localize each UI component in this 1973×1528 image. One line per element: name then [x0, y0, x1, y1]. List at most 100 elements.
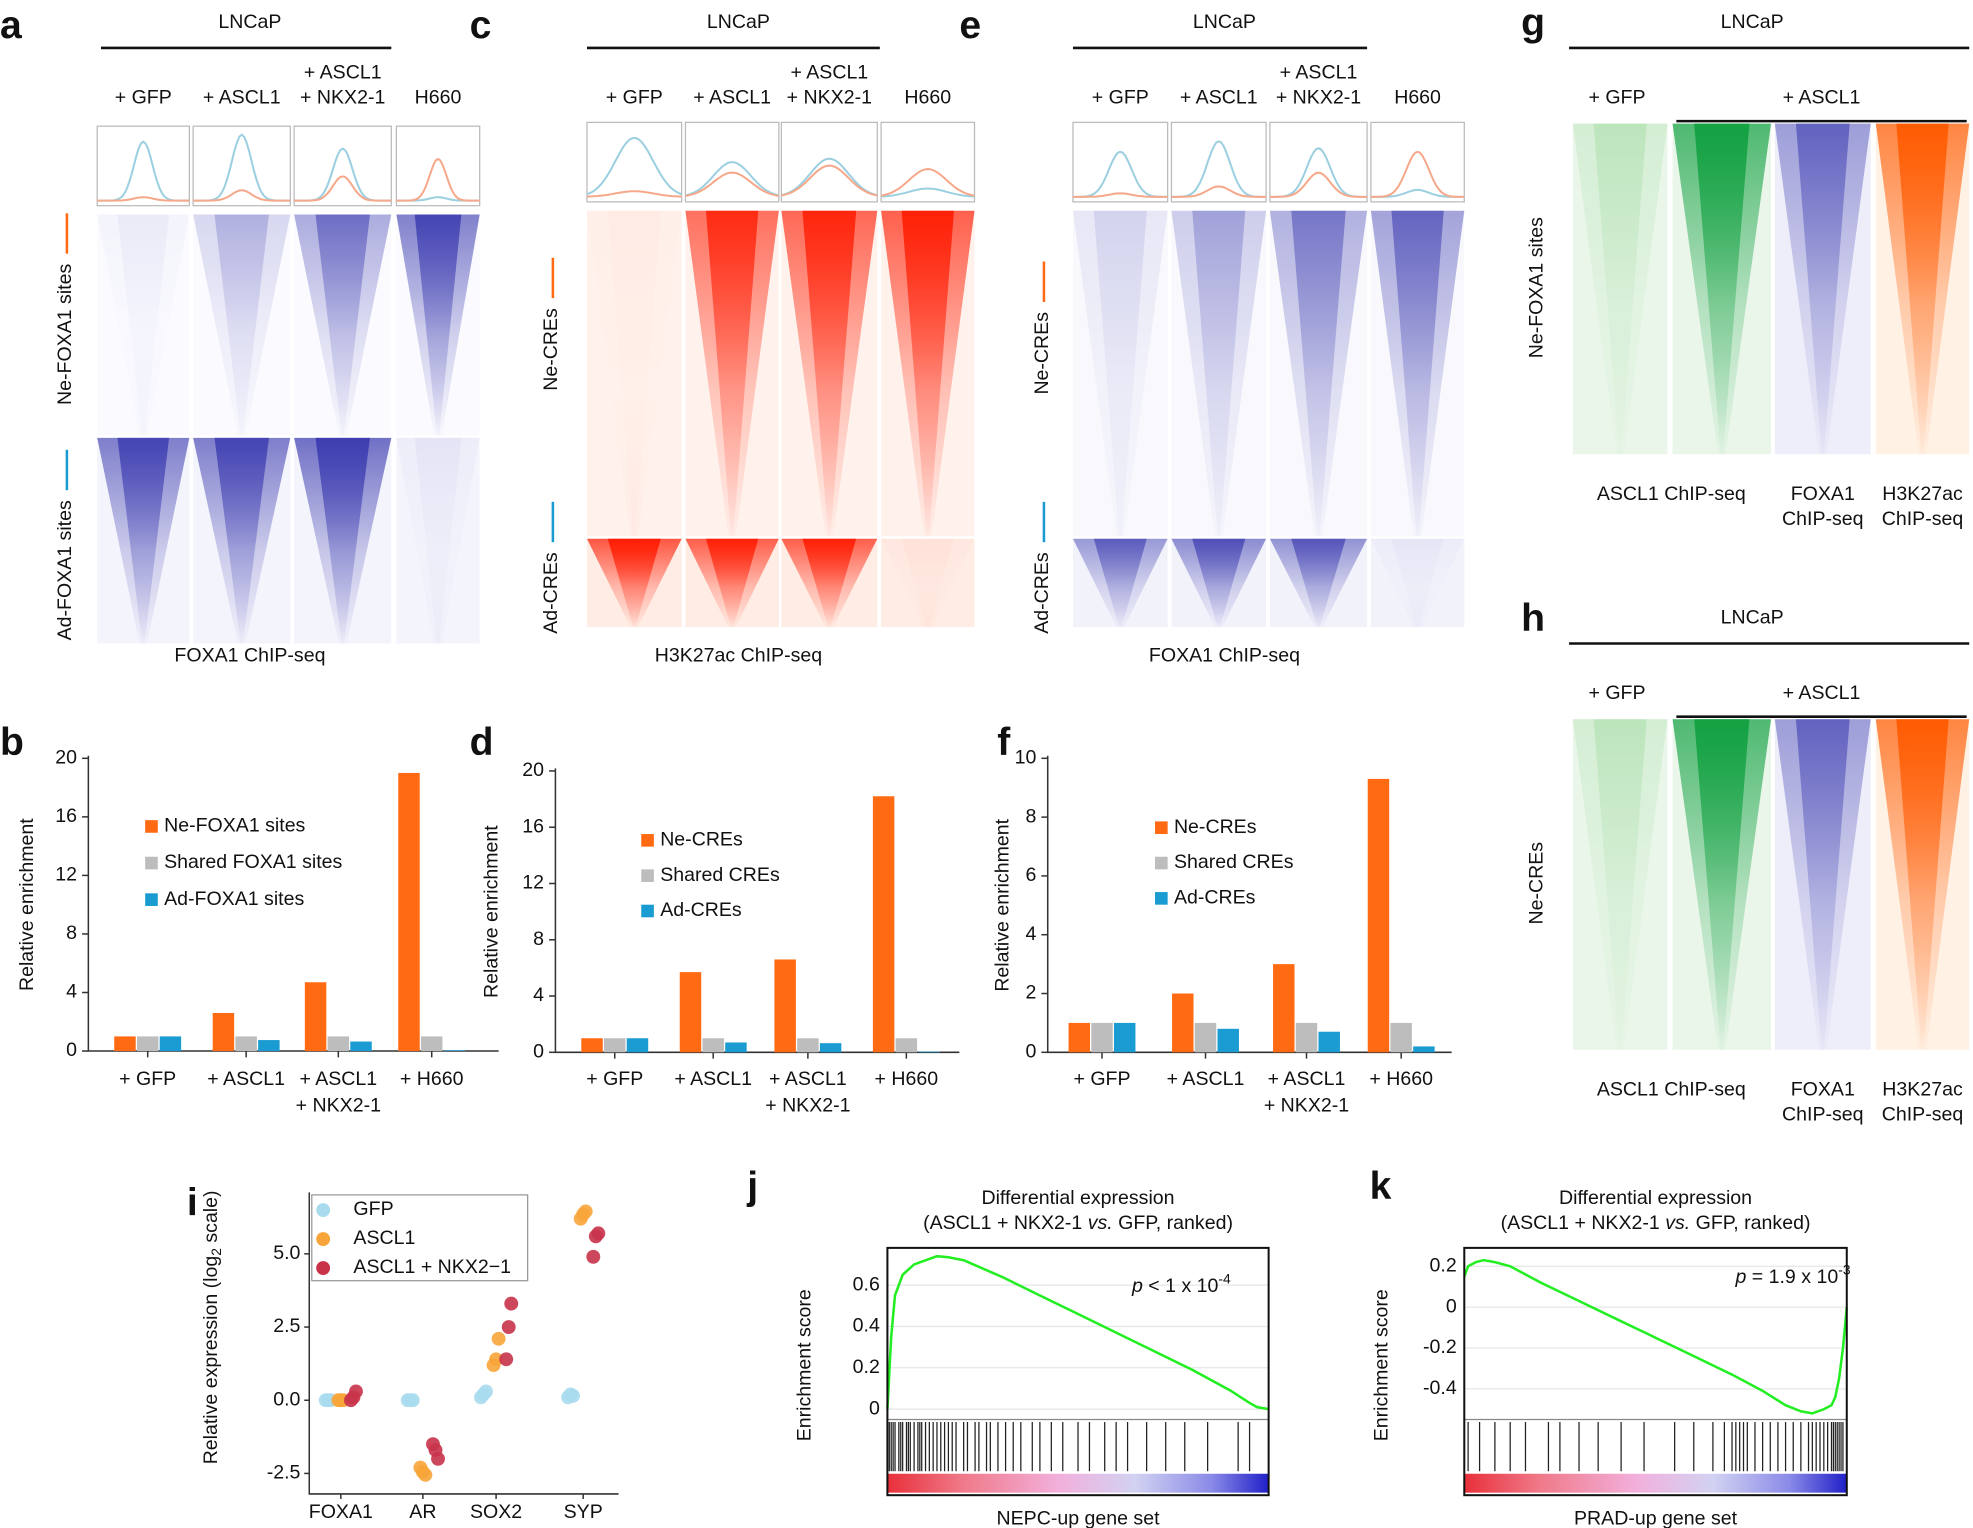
panel-letter: c: [470, 4, 492, 47]
legend-label: Ne-CREs: [1174, 816, 1257, 838]
rank-bar: [887, 1473, 1269, 1493]
column-label: FOXA1: [1791, 1078, 1855, 1100]
profile-line: [1269, 171, 1368, 198]
bar: [1367, 778, 1390, 1053]
profile-box: [96, 125, 190, 207]
y-tick-label: 16: [522, 815, 544, 837]
panel-letter: i: [187, 1181, 198, 1224]
bar: [895, 1038, 918, 1053]
y-tick-label: 8: [66, 922, 77, 944]
profile-line: [880, 168, 975, 197]
cell-line: LNCaP: [707, 11, 770, 33]
heatmap-signal: [802, 538, 857, 628]
legend-marker: [316, 1261, 331, 1276]
y-axis-label-part: scale): [200, 1190, 222, 1248]
profile-line: [294, 175, 392, 202]
heatmap-signal: [1795, 719, 1850, 1050]
annotation-part: p: [1734, 1266, 1746, 1288]
profile-line: [97, 196, 190, 202]
y-tick-label: 6: [1025, 864, 1036, 886]
annotation-part: -4: [1218, 1270, 1231, 1286]
group-label: + ASCL1: [1783, 682, 1861, 704]
x-tick-label: SYP: [564, 1501, 603, 1523]
y-tick-label: 0: [66, 1039, 77, 1061]
profile-box: [1269, 121, 1368, 203]
legend-swatch: [1155, 821, 1168, 835]
column-label: + ASCL1: [304, 61, 382, 83]
heatmap-signal: [214, 214, 269, 436]
profile-box: [1072, 121, 1169, 203]
profile-box: [1370, 121, 1465, 203]
heatmap-signal: [1694, 123, 1750, 455]
bar: [1068, 1022, 1091, 1053]
legend-label: ASCL1 + NKX2−1: [353, 1256, 511, 1278]
bar: [1273, 964, 1295, 1053]
x-tick-label: + NKX2-1: [296, 1095, 381, 1117]
point: [578, 1204, 593, 1219]
heatmap-signal: [901, 210, 954, 537]
x-tick-label: + NKX2-1: [765, 1095, 850, 1117]
column-label: H660: [415, 87, 462, 109]
legend-swatch: [641, 869, 654, 882]
point: [349, 1384, 363, 1399]
bar: [872, 796, 895, 1053]
y-tick-label: 5.0: [273, 1242, 300, 1264]
column-label: + GFP: [1092, 87, 1149, 109]
column-label: + NKX2-1: [1276, 87, 1361, 109]
x-label: FOXA1 ChIP-seq: [174, 644, 325, 666]
bar: [398, 772, 420, 1052]
legend-swatch: [641, 834, 654, 847]
cell-line: LNCaP: [1193, 11, 1256, 33]
y-tick-label: 4: [66, 981, 77, 1003]
profile-box: [192, 125, 291, 207]
legend-label: Ad-CREs: [1174, 887, 1256, 909]
y-axis-label: Relative enrichment: [480, 825, 502, 998]
row-label: Ad-CREs: [1031, 552, 1053, 634]
bar: [1295, 1022, 1318, 1053]
axis: [1046, 755, 1452, 1054]
legend-label: Ne-CREs: [660, 829, 743, 851]
y-tick-label: 0: [1025, 1040, 1036, 1062]
x-tick-label: + H660: [875, 1068, 939, 1090]
annotation: p = 1.9 x 10-3: [1734, 1261, 1850, 1288]
bar: [114, 1036, 136, 1052]
point: [499, 1352, 514, 1367]
heatmap-signal: [802, 210, 857, 537]
heatmap-signal: [1694, 719, 1750, 1050]
y-tick-label: -0.2: [1423, 1336, 1457, 1358]
heatmap-signal: [607, 210, 661, 537]
point: [491, 1331, 506, 1346]
heatmap-signal: [315, 437, 370, 644]
bar: [1390, 1022, 1412, 1053]
panel-letter: a: [0, 4, 22, 47]
bar: [581, 1038, 603, 1053]
y-tick-label: 0.6: [853, 1273, 880, 1295]
enrichment-curve: [886, 1254, 1269, 1411]
cell-line: LNCaP: [1721, 606, 1784, 628]
legend-swatch: [145, 893, 158, 906]
heatmap-signal: [1391, 210, 1444, 537]
y-tick-label: 10: [1015, 746, 1037, 768]
profile-box: [586, 121, 683, 203]
column-label: H660: [1394, 87, 1441, 109]
legend-label: Ad-CREs: [660, 899, 742, 921]
y-tick-label: 0: [869, 1397, 880, 1419]
profile-line: [1171, 185, 1267, 198]
heatmap-signal: [414, 437, 462, 644]
column-label: ChIP-seq: [1782, 508, 1864, 530]
y-tick-label: 0.4: [853, 1315, 880, 1337]
y-tick-label: -0.4: [1423, 1377, 1457, 1399]
subtitle-part: GFP, ranked): [1690, 1212, 1810, 1234]
y-tick-label: 8: [1025, 805, 1036, 827]
heatmap-signal: [705, 538, 759, 628]
profile-line: [586, 136, 682, 196]
panel-letter: f: [997, 721, 1011, 764]
y-axis-label: Relative enrichment: [16, 818, 38, 991]
bar: [626, 1038, 649, 1053]
heatmap-signal: [1391, 538, 1444, 628]
y-axis-label: Enrichment score: [1370, 1289, 1392, 1441]
y-tick-label: 0: [1446, 1295, 1457, 1317]
bar: [679, 972, 702, 1053]
column-label: FOXA1: [1791, 483, 1855, 505]
column-label: + ASCL1: [1180, 87, 1258, 109]
